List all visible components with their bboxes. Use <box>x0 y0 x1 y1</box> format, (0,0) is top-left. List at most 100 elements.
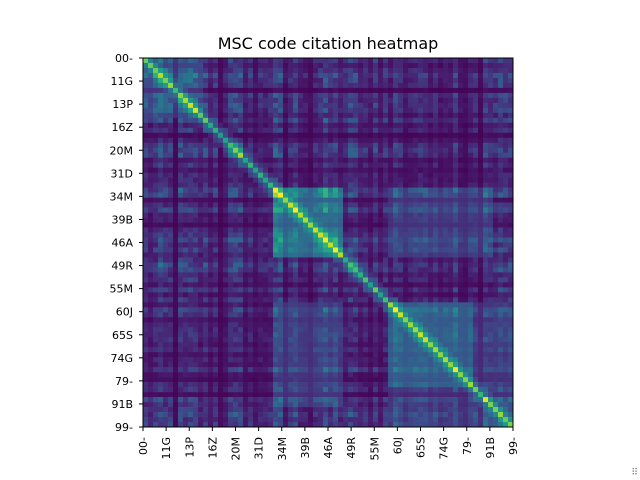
heatmap-cell <box>253 147 259 154</box>
heatmap-cell <box>248 242 254 248</box>
heatmap-cell <box>358 327 364 333</box>
heatmap-cell <box>423 332 429 338</box>
heatmap-cell <box>508 237 514 243</box>
heatmap-cell <box>233 152 239 159</box>
heatmap-cell <box>498 197 504 203</box>
heatmap-cell <box>253 62 259 69</box>
heatmap-cell <box>443 167 449 173</box>
heatmap-cell <box>278 187 284 193</box>
heatmap-cell <box>158 302 164 308</box>
heatmap-cell <box>498 192 504 198</box>
heatmap-cell <box>233 387 239 393</box>
heatmap-cell <box>423 167 429 173</box>
heatmap-cell <box>243 62 249 69</box>
heatmap-cell <box>373 62 379 69</box>
heatmap-cell <box>173 132 179 139</box>
heatmap-cell <box>228 172 234 178</box>
heatmap-cell <box>313 72 319 79</box>
heatmap-cell <box>423 357 429 363</box>
heatmap-cell <box>318 317 324 323</box>
heatmap-cell <box>468 62 474 69</box>
heatmap-cell <box>178 97 184 104</box>
heatmap-cell <box>508 262 514 268</box>
heatmap-cell <box>443 212 449 218</box>
heatmap-cell <box>398 302 404 308</box>
heatmap-cell <box>178 357 184 363</box>
heatmap-cell <box>323 87 329 94</box>
heatmap-cell <box>483 357 489 363</box>
heatmap-cell <box>143 237 149 243</box>
heatmap-cell <box>238 117 244 124</box>
heatmap-cell <box>313 172 319 178</box>
heatmap-cell <box>433 327 439 333</box>
heatmap-cell <box>298 267 304 273</box>
heatmap-cell <box>508 232 514 238</box>
heatmap-cell <box>208 292 214 298</box>
heatmap-cell <box>303 232 309 238</box>
heatmap-cell <box>373 107 379 114</box>
heatmap-cell <box>263 217 269 223</box>
heatmap-cell <box>438 207 444 213</box>
heatmap-cell <box>378 302 384 308</box>
heatmap-cell <box>208 177 214 183</box>
heatmap-cell <box>468 97 474 104</box>
heatmap-cell <box>283 192 289 198</box>
heatmap-cell <box>463 87 469 94</box>
heatmap-cell <box>213 97 219 104</box>
heatmap-cell <box>168 132 174 139</box>
heatmap-cell <box>343 292 349 298</box>
heatmap-cell <box>388 137 394 144</box>
heatmap-cell <box>228 307 234 313</box>
heatmap-cell <box>413 367 419 373</box>
heatmap-cell <box>378 147 384 154</box>
heatmap-cell <box>348 122 354 129</box>
heatmap-cell <box>483 247 489 253</box>
heatmap-cell <box>503 262 509 268</box>
heatmap-cell <box>293 317 299 323</box>
heatmap-cell <box>308 127 314 134</box>
heatmap-cell <box>163 92 169 99</box>
heatmap-cell <box>173 137 179 144</box>
heatmap-cell <box>253 307 259 313</box>
heatmap-cell <box>283 137 289 144</box>
heatmap-cell <box>303 212 309 218</box>
heatmap-cell <box>353 307 359 313</box>
heatmap-cell <box>348 357 354 363</box>
heatmap-cell <box>228 97 234 104</box>
heatmap-cell <box>323 317 329 323</box>
heatmap-cell <box>253 192 259 198</box>
heatmap-cell <box>498 262 504 268</box>
heatmap-cell <box>348 162 354 169</box>
heatmap-cell <box>328 102 334 109</box>
heatmap-cell <box>153 327 159 333</box>
heatmap-cell <box>223 307 229 313</box>
heatmap-cell <box>343 147 349 154</box>
heatmap-cell <box>463 242 469 248</box>
heatmap-cell <box>398 122 404 129</box>
heatmap-cell <box>283 187 289 193</box>
heatmap-cell <box>153 187 159 193</box>
heatmap-cell <box>163 162 169 169</box>
heatmap-cell <box>393 357 399 363</box>
heatmap-cell <box>423 147 429 154</box>
heatmap-cell <box>498 182 504 188</box>
heatmap-cell <box>213 352 219 358</box>
heatmap-cell <box>398 272 404 278</box>
heatmap-cell <box>278 382 284 388</box>
heatmap-cell <box>153 117 159 124</box>
heatmap-cell <box>443 58 449 64</box>
heatmap-cell <box>253 367 259 373</box>
heatmap-cell <box>183 212 189 218</box>
heatmap-cell <box>493 227 499 233</box>
heatmap-cell <box>218 152 224 159</box>
heatmap-cell <box>163 182 169 188</box>
heatmap-cell <box>353 137 359 144</box>
heatmap-cell <box>323 302 329 308</box>
heatmap-cell <box>268 307 274 313</box>
heatmap-cell <box>293 58 299 64</box>
heatmap-cell <box>198 112 204 119</box>
heatmap-cell <box>328 312 334 318</box>
heatmap-cell <box>458 262 464 268</box>
heatmap-cell <box>173 267 179 273</box>
heatmap-cell <box>473 327 479 333</box>
